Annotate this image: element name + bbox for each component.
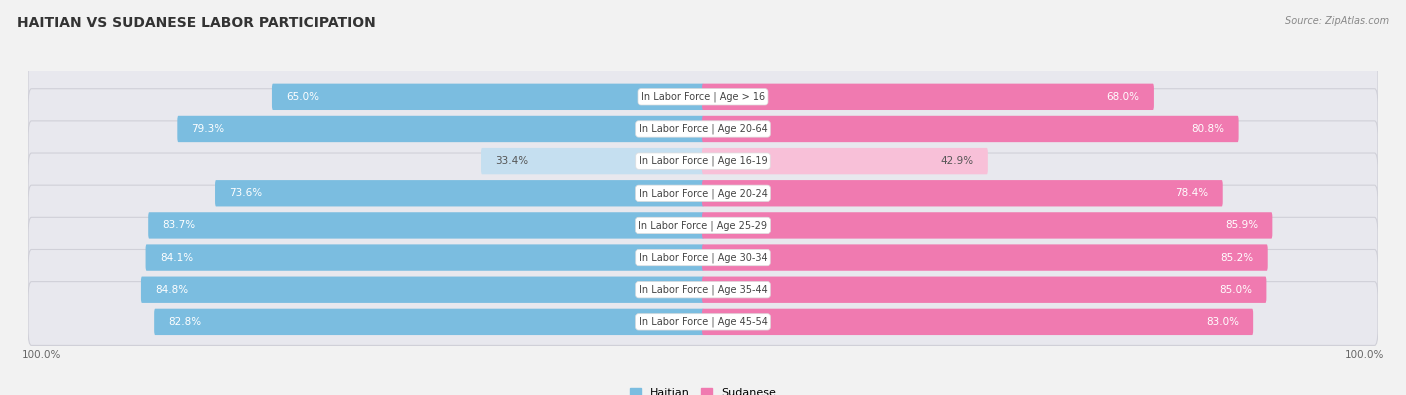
Text: In Labor Force | Age > 16: In Labor Force | Age > 16 [641, 92, 765, 102]
FancyBboxPatch shape [28, 89, 1378, 152]
Text: 85.2%: 85.2% [1220, 252, 1254, 263]
FancyBboxPatch shape [702, 276, 1267, 303]
FancyBboxPatch shape [155, 309, 704, 335]
Text: 84.8%: 84.8% [155, 285, 188, 295]
FancyBboxPatch shape [271, 84, 704, 110]
Text: In Labor Force | Age 35-44: In Labor Force | Age 35-44 [638, 284, 768, 295]
Text: In Labor Force | Age 25-29: In Labor Force | Age 25-29 [638, 220, 768, 231]
Text: 82.8%: 82.8% [169, 317, 201, 327]
Text: 73.6%: 73.6% [229, 188, 263, 198]
Text: 80.8%: 80.8% [1191, 124, 1225, 134]
Text: 85.9%: 85.9% [1225, 220, 1258, 230]
Text: Source: ZipAtlas.com: Source: ZipAtlas.com [1285, 16, 1389, 26]
FancyBboxPatch shape [28, 56, 1378, 120]
Text: In Labor Force | Age 20-64: In Labor Force | Age 20-64 [638, 124, 768, 134]
FancyBboxPatch shape [28, 250, 1378, 313]
FancyBboxPatch shape [702, 148, 988, 174]
Text: HAITIAN VS SUDANESE LABOR PARTICIPATION: HAITIAN VS SUDANESE LABOR PARTICIPATION [17, 16, 375, 30]
FancyBboxPatch shape [702, 212, 1272, 239]
Text: In Labor Force | Age 30-34: In Labor Force | Age 30-34 [638, 252, 768, 263]
Text: 33.4%: 33.4% [495, 156, 529, 166]
FancyBboxPatch shape [215, 180, 704, 207]
Text: 83.0%: 83.0% [1206, 317, 1239, 327]
Text: 78.4%: 78.4% [1175, 188, 1209, 198]
FancyBboxPatch shape [28, 121, 1378, 184]
Text: 79.3%: 79.3% [191, 124, 225, 134]
FancyBboxPatch shape [141, 276, 704, 303]
FancyBboxPatch shape [702, 84, 1154, 110]
FancyBboxPatch shape [28, 282, 1378, 345]
Text: 84.1%: 84.1% [160, 252, 193, 263]
Legend: Haitian, Sudanese: Haitian, Sudanese [626, 384, 780, 395]
FancyBboxPatch shape [481, 148, 704, 174]
Text: 85.0%: 85.0% [1219, 285, 1253, 295]
Text: In Labor Force | Age 45-54: In Labor Force | Age 45-54 [638, 317, 768, 327]
FancyBboxPatch shape [702, 116, 1239, 142]
FancyBboxPatch shape [177, 116, 704, 142]
FancyBboxPatch shape [702, 180, 1223, 207]
FancyBboxPatch shape [702, 309, 1253, 335]
Text: 42.9%: 42.9% [941, 156, 973, 166]
FancyBboxPatch shape [28, 153, 1378, 217]
Text: In Labor Force | Age 16-19: In Labor Force | Age 16-19 [638, 156, 768, 166]
Text: 65.0%: 65.0% [287, 92, 319, 102]
FancyBboxPatch shape [28, 217, 1378, 281]
FancyBboxPatch shape [28, 185, 1378, 249]
FancyBboxPatch shape [146, 245, 704, 271]
Text: 68.0%: 68.0% [1107, 92, 1140, 102]
Text: 83.7%: 83.7% [163, 220, 195, 230]
FancyBboxPatch shape [702, 245, 1268, 271]
FancyBboxPatch shape [148, 212, 704, 239]
Text: In Labor Force | Age 20-24: In Labor Force | Age 20-24 [638, 188, 768, 199]
